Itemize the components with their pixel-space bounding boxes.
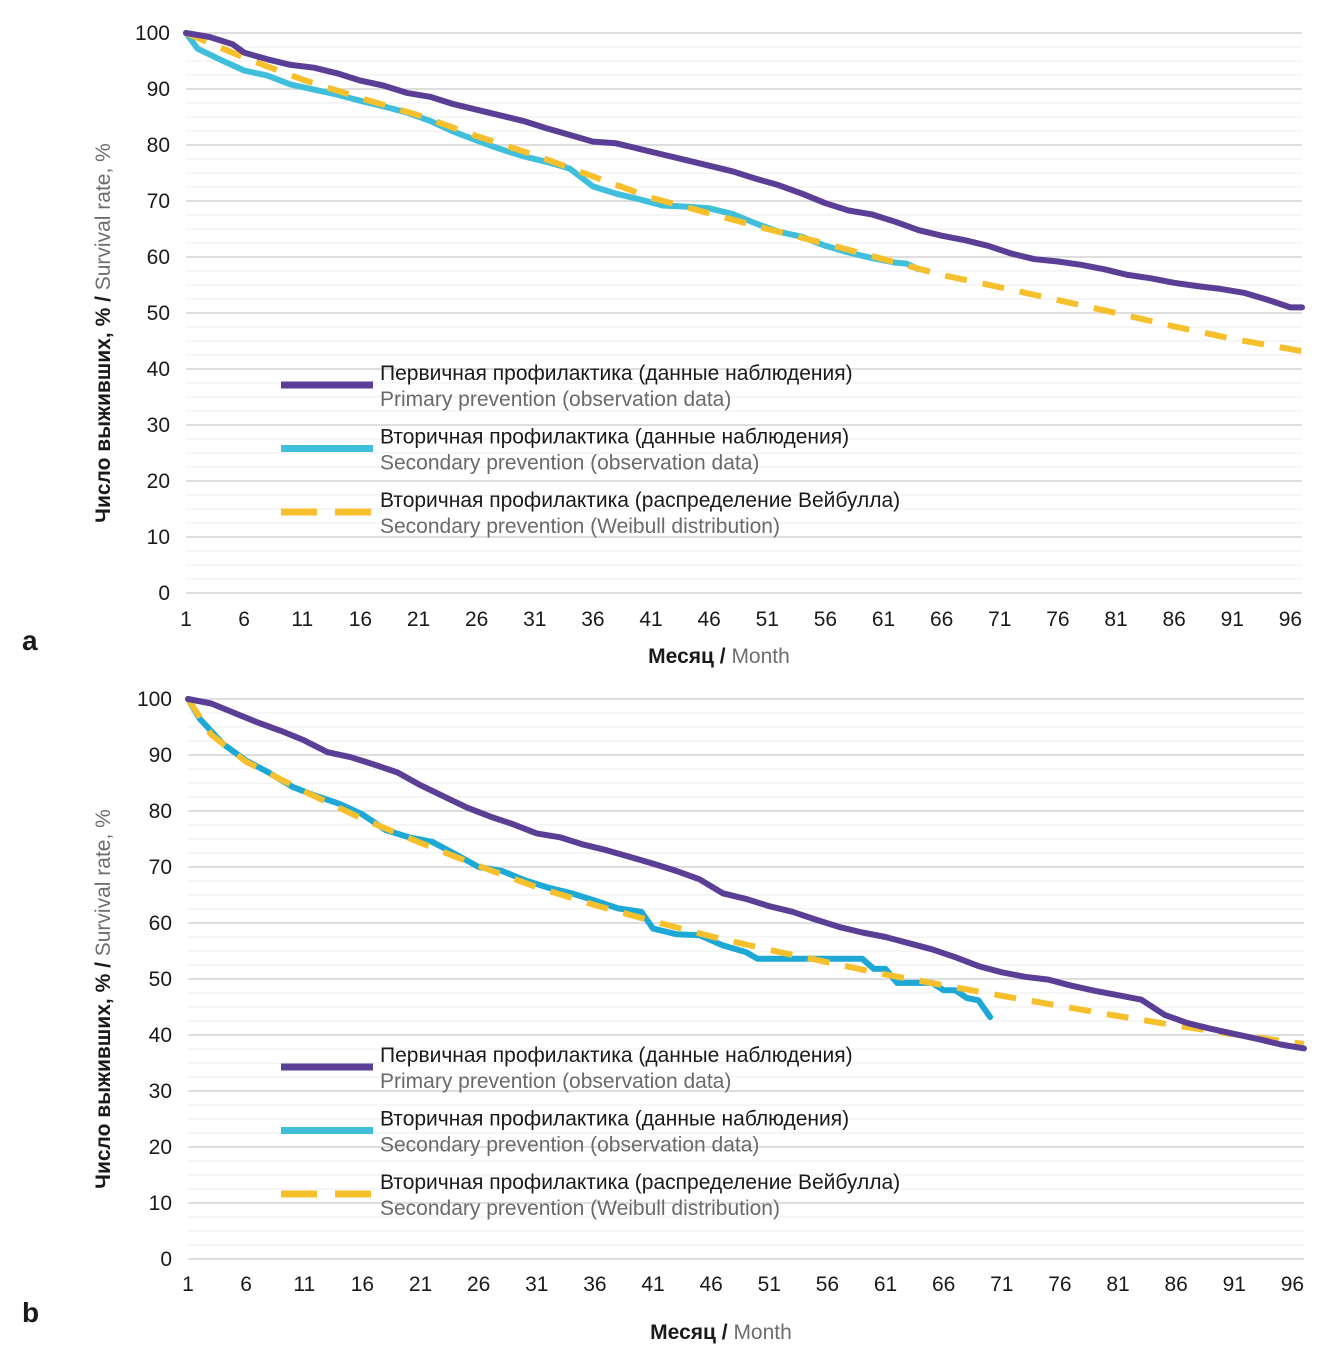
x-tick-label: 46: [699, 1273, 722, 1296]
series-line-primary: [183, 30, 1305, 311]
legend-label-secondary-ru: Вторичная профилактика (данные наблюдени…: [380, 1108, 849, 1131]
y-axis-title: Число выживших, % / Survival rate, %: [92, 143, 115, 523]
y-tick-label: 70: [149, 856, 172, 879]
x-tick-label: 91: [1221, 608, 1244, 631]
y-tick-label: 100: [135, 22, 170, 45]
x-tick-label: 51: [756, 608, 779, 631]
legend-label-primary-en: Primary prevention (observation data): [380, 1070, 731, 1093]
y-tick-label: 90: [147, 78, 170, 101]
y-tick-label: 70: [147, 190, 170, 213]
y-tick-label: 10: [147, 526, 170, 549]
y-tick-label: 60: [147, 246, 170, 269]
y-tick-label: 20: [149, 1136, 172, 1159]
y-axis-title: Число выживших, % / Survival rate, %: [92, 809, 115, 1189]
x-axis-title: Месяц / Month: [648, 645, 790, 668]
x-tick-label: 61: [872, 608, 895, 631]
x-tick-label: 71: [990, 1273, 1013, 1296]
y-tick-label: 40: [149, 1024, 172, 1047]
y-tick-label: 80: [147, 134, 170, 157]
x-tick-label: 61: [874, 1273, 897, 1296]
y-tick-label: 0: [158, 582, 170, 605]
legend-label-primary-en: Primary prevention (observation data): [380, 388, 731, 411]
x-axis-title-ru: Месяц: [650, 1321, 716, 1344]
panel-letter: b: [22, 1297, 39, 1328]
x-tick-label: 81: [1106, 1273, 1129, 1296]
legend-label-secondary-ru: Вторичная профилактика (данные наблюдени…: [380, 426, 849, 449]
x-tick-label: 41: [639, 608, 662, 631]
series-line-secondary: [185, 696, 994, 1021]
x-tick-label: 26: [465, 608, 488, 631]
x-tick-label: 96: [1281, 1273, 1304, 1296]
x-tick-label: 21: [407, 608, 430, 631]
legend-label-weibull-en: Secondary prevention (Weibull distributi…: [380, 515, 780, 538]
y-axis-title-ru: Число выживших, % /: [92, 290, 115, 523]
x-tick-label: 96: [1279, 608, 1302, 631]
x-tick-label: 1: [180, 608, 192, 631]
x-axis-title-ru: Месяц: [648, 645, 714, 668]
x-tick-label: 76: [1046, 608, 1069, 631]
x-tick-label: 6: [240, 1273, 252, 1296]
x-tick-label: 91: [1223, 1273, 1246, 1296]
y-tick-label: 40: [147, 358, 170, 381]
y-tick-label: 10: [149, 1192, 172, 1215]
x-tick-label: 41: [641, 1273, 664, 1296]
x-tick-label: 46: [697, 608, 720, 631]
y-tick-label: 0: [160, 1248, 172, 1271]
legend-label-weibull-ru: Вторичная профилактика (распределение Ве…: [380, 1171, 900, 1194]
x-tick-label: 81: [1104, 608, 1127, 631]
x-tick-label: 11: [293, 1273, 315, 1296]
legend-label-secondary-en: Secondary prevention (observation data): [380, 1134, 759, 1157]
y-axis-title-ru: Число выживших, % /: [92, 956, 115, 1189]
y-tick-label: 90: [149, 744, 172, 767]
x-tick-label: 36: [583, 1273, 606, 1296]
x-tick-label: 1: [182, 1273, 194, 1296]
y-tick-label: 50: [149, 968, 172, 991]
y-axis-title-en: Survival rate, %: [92, 809, 115, 956]
panel-letter: a: [22, 625, 38, 656]
x-tick-label: 71: [988, 608, 1011, 631]
x-tick-label: 31: [525, 1273, 548, 1296]
y-tick-label: 100: [137, 688, 172, 711]
series-line-primary: [185, 696, 1307, 1052]
x-tick-label: 66: [930, 608, 953, 631]
x-tick-label: 86: [1162, 608, 1185, 631]
x-axis-title-sep: /: [716, 1321, 734, 1344]
x-tick-label: 16: [351, 1273, 374, 1296]
y-tick-label: 30: [147, 414, 170, 437]
x-tick-label: 86: [1164, 1273, 1187, 1296]
x-tick-label: 31: [523, 608, 546, 631]
legend-label-weibull-ru: Вторичная профилактика (распределение Ве…: [380, 489, 900, 512]
y-tick-label: 20: [147, 470, 170, 493]
legend-label-secondary-en: Secondary prevention (observation data): [380, 452, 759, 475]
y-axis-title-en: Survival rate, %: [92, 143, 115, 290]
x-tick-label: 21: [409, 1273, 432, 1296]
x-tick-label: 36: [581, 608, 604, 631]
legend-label-primary-ru: Первичная профилактика (данные наблюдени…: [380, 362, 853, 385]
x-tick-label: 56: [816, 1273, 839, 1296]
x-tick-label: 6: [238, 608, 250, 631]
y-tick-label: 80: [149, 800, 172, 823]
legend-label-primary-ru: Первичная профилактика (данные наблюдени…: [380, 1044, 853, 1067]
legend-label-weibull-en: Secondary prevention (Weibull distributi…: [380, 1197, 780, 1220]
x-axis-title-en: Month: [733, 1321, 791, 1344]
x-axis-title-en: Month: [731, 645, 789, 668]
x-axis-title: Месяц / Month: [650, 1321, 792, 1344]
x-tick-label: 66: [932, 1273, 955, 1296]
x-tick-label: 51: [758, 1273, 781, 1296]
x-tick-label: 26: [467, 1273, 490, 1296]
x-axis-title-sep: /: [714, 645, 732, 668]
y-tick-label: 50: [147, 302, 170, 325]
y-tick-label: 30: [149, 1080, 172, 1103]
y-tick-label: 60: [149, 912, 172, 935]
series-line-weibull: [185, 697, 1305, 1047]
x-tick-label: 11: [291, 608, 313, 631]
x-tick-label: 56: [814, 608, 837, 631]
x-tick-label: 16: [349, 608, 372, 631]
series-line-weibull: [184, 30, 1303, 355]
x-tick-label: 76: [1048, 1273, 1071, 1296]
